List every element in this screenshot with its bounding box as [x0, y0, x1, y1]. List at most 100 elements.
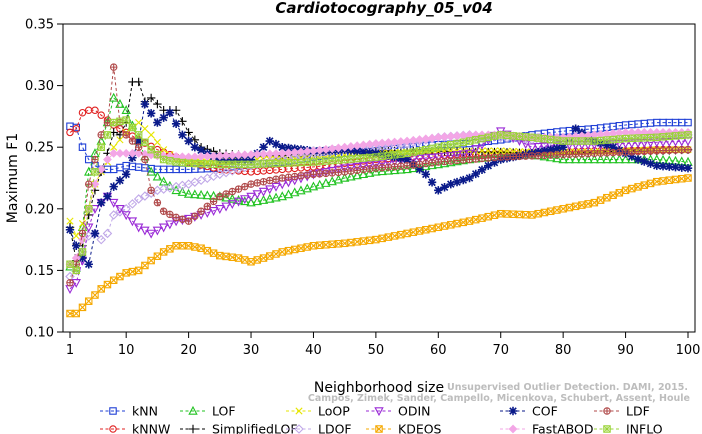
data-point [116, 136, 124, 144]
data-point [559, 137, 567, 145]
data-point [659, 146, 667, 155]
data-point [284, 173, 293, 182]
data-point [84, 180, 93, 188]
data-point [540, 146, 549, 156]
data-point [615, 135, 624, 143]
data-point [447, 140, 455, 149]
data-point [346, 163, 356, 173]
data-point [446, 157, 456, 167]
data-point [103, 118, 112, 127]
data-point [172, 213, 180, 222]
data-point [315, 157, 324, 166]
data-point [227, 200, 238, 210]
data-point [427, 178, 437, 187]
data-point [359, 165, 368, 174]
data-point [478, 154, 486, 163]
data-point [334, 168, 343, 177]
data-point [571, 137, 580, 145]
data-point [453, 147, 461, 155]
data-point [184, 217, 193, 225]
data-point [584, 149, 592, 158]
data-point [314, 179, 325, 189]
data-point [402, 155, 412, 164]
data-point [484, 133, 492, 142]
data-point [539, 142, 550, 152]
data-point [365, 153, 374, 162]
y-tick-label: 0.25 [25, 141, 54, 156]
y-tick-label: 0.15 [25, 264, 54, 279]
data-point [277, 191, 287, 201]
data-point [208, 207, 219, 216]
data-point [677, 163, 686, 172]
data-point [227, 150, 237, 160]
data-point [246, 197, 256, 207]
data-point [621, 186, 630, 195]
data-point [390, 151, 399, 159]
data-point [553, 151, 561, 159]
data-point [553, 136, 561, 145]
data-point [84, 166, 94, 176]
data-point [122, 116, 130, 124]
data-point [447, 157, 455, 165]
data-point [328, 169, 336, 177]
data-point [521, 210, 530, 219]
data-point [396, 164, 406, 174]
data-point [552, 144, 562, 153]
legend-label: INFLO [626, 422, 663, 434]
legend-item-cof: COF [500, 404, 558, 419]
data-point [596, 196, 605, 204]
data-point [159, 155, 168, 164]
data-point [240, 195, 250, 205]
data-point [490, 211, 499, 219]
data-point [259, 143, 268, 152]
data-point [253, 179, 262, 187]
data-point [103, 131, 112, 139]
citation-watermark: Campos, Zimek, Sander, Campello, Micenko… [308, 382, 690, 404]
data-point [439, 158, 450, 168]
data-point [97, 285, 105, 293]
data-point [652, 161, 661, 170]
data-point [115, 176, 125, 185]
data-point [141, 125, 149, 133]
data-point [603, 193, 611, 202]
data-point [453, 156, 461, 165]
data-point [78, 248, 87, 256]
x-tick-label: 60 [430, 343, 447, 358]
data-point [78, 108, 87, 117]
data-point [490, 158, 499, 167]
data-point [278, 248, 286, 256]
data-point [595, 154, 606, 164]
data-point [241, 182, 249, 191]
data-point [684, 118, 692, 127]
data-point [140, 226, 150, 236]
data-point [97, 198, 106, 207]
data-point [590, 137, 599, 145]
data-point [397, 150, 405, 158]
data-point [152, 226, 163, 236]
series-fastabod [65, 127, 693, 269]
legend-label: LDF [626, 404, 650, 419]
x-axis: 1 10 20 30 40 50 60 70 80 90 100 [66, 332, 700, 358]
watermark-line-1: Campos, Zimek, Sander, Campello, Micenko… [308, 393, 690, 404]
data-point [203, 202, 212, 211]
data-point [84, 205, 93, 213]
data-point [359, 237, 368, 245]
x-tick-label: 70 [492, 343, 509, 358]
y-tick-label: 0.30 [25, 79, 54, 94]
data-point [252, 149, 262, 159]
data-point [72, 124, 80, 133]
data-point [108, 92, 119, 102]
data-point [66, 260, 74, 268]
data-point [191, 212, 199, 220]
data-point [414, 154, 425, 164]
legend-marker [374, 407, 384, 417]
data-point [153, 198, 162, 207]
data-point [178, 130, 187, 140]
data-point [266, 176, 274, 185]
data-point [110, 143, 118, 151]
data-point [365, 148, 374, 157]
data-point [409, 148, 418, 156]
data-point [628, 184, 636, 193]
data-point [390, 162, 399, 171]
data-point [146, 109, 156, 118]
